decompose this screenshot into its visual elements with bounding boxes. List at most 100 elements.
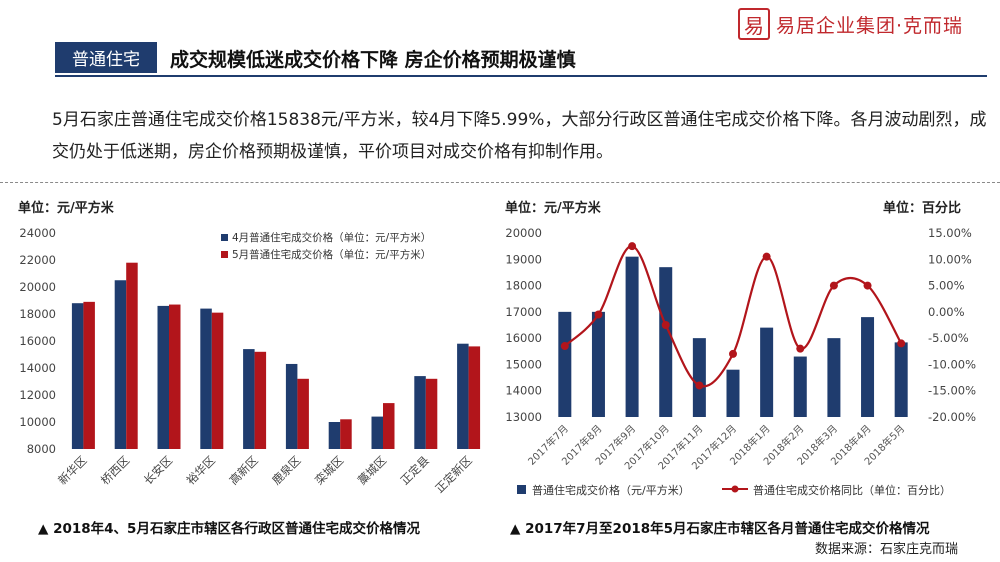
bar-may	[211, 312, 224, 449]
yoy-point	[897, 339, 906, 348]
bar-price	[726, 369, 740, 417]
right-chart-caption: ▲ 2017年7月至2018年5月石家庄市辖区各月普通住宅成交价格情况	[510, 521, 930, 537]
yoy-point	[863, 281, 872, 290]
y-tick-label: 14000	[505, 384, 542, 398]
bar-april	[328, 422, 341, 449]
company-logo: 易 易居企业集团·克而瑞	[738, 6, 963, 42]
yoy-point	[729, 349, 737, 358]
x-tick-label: 正定县	[398, 453, 432, 487]
bar-april	[457, 343, 469, 449]
bar-april	[414, 376, 426, 449]
legend-swatch-bar	[517, 485, 526, 494]
yoy-point	[661, 321, 670, 329]
bar-may	[383, 403, 395, 449]
legend-label: 普通住宅成交价格（元/平方米）	[532, 483, 690, 497]
y-tick-label: 12000	[19, 388, 56, 402]
bar-may	[126, 262, 138, 449]
bar-price	[625, 256, 639, 417]
left-chart-caption: ▲ 2018年4、5月石家庄市辖区各行政区普通住宅成交价格情况	[38, 521, 420, 537]
left-unit-label: 单位：元/平方米	[18, 200, 115, 216]
x-tick-label: 长安区	[141, 453, 175, 487]
right-combo-chart: 13000 14000 15000 16000 17000 18000 19000 20000…	[505, 226, 976, 497]
bar-price	[760, 327, 774, 417]
section-divider	[0, 182, 1000, 183]
right-unit-label-left: 单位：元/平方米	[505, 200, 602, 216]
left-bar-chart: 8000 10000 12000 14000 16000 18000 20000 22000 2…	[19, 226, 481, 496]
bar-may	[468, 346, 481, 449]
y-tick-label: 14000	[19, 361, 56, 375]
bar-april	[71, 303, 84, 449]
legend-marker	[731, 485, 739, 493]
yoy-line	[564, 245, 903, 388]
y2-tick-label: 5.00%	[928, 279, 965, 293]
y-tick-label: 16000	[505, 331, 542, 345]
x-tick-label: 正定新区	[432, 453, 474, 495]
data-source: 数据来源：石家庄克而瑞	[815, 542, 959, 557]
y-tick-label: 10000	[19, 415, 56, 429]
yoy-point	[560, 342, 569, 351]
header-rule	[55, 75, 987, 77]
bar-april	[157, 305, 169, 449]
bar-price	[558, 311, 572, 417]
yoy-point	[695, 381, 704, 390]
y-tick-label: 8000	[27, 442, 56, 456]
y-tick-label: 18000	[505, 279, 542, 293]
bar-april	[285, 363, 298, 449]
legend-label: 4月普通住宅成交价格（单位：元/平方米）	[232, 231, 431, 244]
y2-tick-label: 15.00%	[928, 226, 972, 240]
y-tick-label: 20000	[19, 280, 56, 294]
y2-tick-label: 10.00%	[928, 252, 972, 266]
bar-april	[371, 416, 383, 449]
section-tag: 普通住宅	[55, 42, 157, 73]
y-tick-label: 15000	[505, 357, 542, 371]
y2-tick-label: -10.00%	[928, 357, 976, 371]
y-tick-label: 18000	[19, 307, 56, 321]
bar-may	[340, 419, 352, 449]
yoy-point	[829, 281, 838, 290]
x-tick-label: 藁城区	[355, 453, 389, 487]
y-tick-label: 19000	[505, 252, 542, 266]
y-tick-label: 24000	[19, 226, 56, 240]
y-tick-label: 13000	[505, 410, 542, 424]
x-tick-label: 新华区	[55, 453, 89, 487]
yoy-point	[796, 344, 805, 353]
logo-text: 易居企业集团·克而瑞	[776, 14, 964, 37]
x-tick-label: 栾城区	[312, 453, 346, 487]
bar-price	[591, 311, 605, 417]
y-tick-label: 16000	[19, 334, 56, 348]
summary-paragraph: 5月石家庄普通住宅成交价格15838元/平方米，较4月下降5.99%，大部分行政…	[52, 110, 987, 162]
bar-may	[83, 301, 95, 449]
y2-tick-label: -15.00%	[928, 384, 976, 398]
bar-may	[297, 378, 309, 449]
logo-mark-icon: 易	[738, 8, 770, 40]
y2-tick-label: -5.00%	[928, 331, 969, 345]
bar-may	[169, 304, 181, 449]
bar-price	[793, 356, 807, 417]
bar-april	[114, 280, 127, 449]
x-tick-label: 鹿泉区	[269, 453, 303, 487]
legend-label: 普通住宅成交价格同比（单位：百分比）	[753, 483, 951, 497]
bar-price	[827, 338, 841, 417]
bar-price	[894, 342, 908, 417]
right-unit-label-right: 单位：百分比	[883, 200, 961, 216]
x-tick-label: 裕华区	[184, 453, 218, 487]
y-tick-label: 22000	[19, 253, 56, 267]
y2-tick-label: -20.00%	[928, 410, 976, 424]
bar-april	[243, 349, 255, 449]
y2-tick-label: 0.00%	[928, 305, 965, 319]
yoy-point	[628, 242, 637, 251]
bar-may	[254, 351, 267, 449]
page-title: 成交规模低迷成交价格下降 房企价格预期极谨慎	[170, 49, 576, 71]
x-tick-label: 高新区	[226, 453, 260, 487]
legend-swatch	[221, 251, 228, 258]
x-tick-label: 桥西区	[98, 453, 132, 487]
bar-april	[200, 308, 212, 449]
legend-swatch	[221, 234, 228, 241]
bar-price	[659, 267, 673, 417]
yoy-point	[762, 252, 771, 261]
yoy-point	[594, 310, 603, 319]
bar-may	[425, 378, 438, 449]
legend-label: 5月普通住宅成交价格（单位：元/平方米）	[232, 248, 431, 261]
bar-price	[692, 338, 706, 417]
